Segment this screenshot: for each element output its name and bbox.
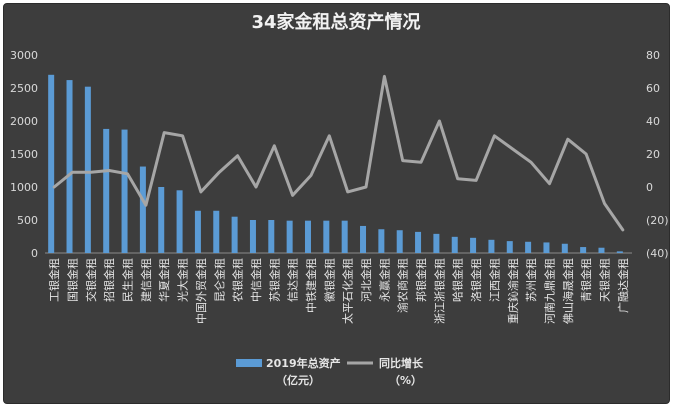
- category-label: 太平石化金租: [341, 258, 355, 324]
- bar: [84, 86, 91, 254]
- category-label: 昆仑金租: [212, 258, 226, 302]
- bar: [213, 210, 220, 253]
- legend-label-growth: 同比增长（%）: [379, 356, 424, 387]
- category-label: 河南九鼎金租: [543, 258, 557, 324]
- bar: [378, 229, 385, 253]
- legend: 2019年总资产（亿元） 同比增长（%）: [236, 356, 424, 387]
- bar: [66, 80, 73, 253]
- category-label: 重庆鈊渝金租: [506, 258, 520, 324]
- y2-tick-label: (20): [646, 214, 669, 227]
- category-label: 国银金租: [66, 258, 80, 302]
- bar: [470, 237, 477, 253]
- category-label: 华夏金租: [157, 258, 171, 302]
- category-label: 邦银金租: [414, 258, 428, 302]
- category-label: 交银金租: [84, 258, 98, 302]
- y-tick-label: 2000: [10, 115, 38, 128]
- category-label: 浙江浙银金租: [432, 258, 446, 324]
- bar: [48, 74, 55, 253]
- bar: [525, 241, 532, 253]
- bar: [433, 233, 440, 253]
- bar: [616, 251, 623, 253]
- category-label: 信达金租: [286, 258, 300, 302]
- category-label: 徽银金租: [322, 258, 336, 302]
- bar: [139, 166, 146, 253]
- category-label: 苏银金租: [267, 258, 281, 302]
- bar: [415, 231, 422, 253]
- category-label: 光大金租: [176, 258, 190, 302]
- y-axis-left: 0 500 1000 1500 2000 2500 3000: [10, 49, 38, 260]
- bar: [286, 220, 293, 253]
- y2-tick-label: 0: [646, 181, 653, 194]
- bar: [561, 243, 568, 253]
- category-label: 中铁建金租: [304, 258, 318, 313]
- bar: [488, 239, 495, 253]
- category-label: 苏州金租: [524, 258, 538, 302]
- bar: [249, 220, 256, 253]
- y2-tick-label: 60: [646, 82, 660, 95]
- bar-series: [48, 74, 623, 254]
- bar: [176, 190, 183, 253]
- category-label: 哈银金租: [451, 258, 465, 302]
- bar: [304, 220, 311, 253]
- bar: [396, 230, 403, 253]
- category-label: 广融达金租: [616, 258, 630, 313]
- bar: [323, 220, 330, 253]
- legend-swatch-bar: [236, 359, 262, 367]
- bar: [158, 187, 165, 253]
- category-label: 农银金租: [231, 258, 245, 302]
- bar: [506, 241, 513, 253]
- bar: [341, 220, 348, 253]
- category-label: 中信金租: [249, 258, 263, 302]
- bar: [543, 242, 550, 253]
- line-series: [52, 74, 625, 232]
- category-label: 青银金租: [579, 258, 593, 302]
- y-tick-label: 2500: [10, 82, 38, 95]
- chart-panel: [3, 3, 670, 404]
- y-tick-label: 0: [31, 247, 38, 260]
- y-tick-label: 3000: [10, 49, 38, 62]
- bar: [121, 129, 128, 253]
- y-tick-label: 1500: [10, 148, 38, 161]
- legend-label-assets: 2019年总资产（亿元）: [266, 356, 341, 387]
- bar: [231, 216, 238, 253]
- category-label: 天银金租: [598, 258, 612, 302]
- category-label: 建信金租: [139, 258, 153, 302]
- bar: [360, 225, 367, 253]
- category-label: 渝农商金租: [396, 258, 410, 313]
- category-label: 河北金租: [359, 258, 373, 302]
- bar: [103, 128, 110, 253]
- category-label: 中国外贸金租: [194, 258, 208, 324]
- bar: [580, 247, 587, 253]
- chart-title: 34家金租总资产情况: [251, 11, 420, 33]
- bar: [598, 247, 605, 253]
- x-axis-categories: 工银金租 国银金租 交银金租 招银金租 民生金租 建信金租 华夏金租 光大金租 中国外贸金租 昆仑…: [47, 258, 630, 324]
- category-label: 民生金租: [121, 258, 135, 302]
- y2-tick-label: 40: [646, 115, 660, 128]
- category-label: 永赢金租: [377, 258, 391, 302]
- bar: [194, 210, 201, 253]
- category-label: 佛山海晟金租: [561, 258, 575, 324]
- y2-tick-label: 80: [646, 49, 660, 62]
- bar: [451, 236, 458, 253]
- bar: [268, 220, 275, 253]
- y-tick-label: 500: [17, 214, 38, 227]
- growth-line: [52, 74, 625, 232]
- y-tick-label: 1000: [10, 181, 38, 194]
- category-label: 招银金租: [102, 258, 116, 302]
- category-label: 洛银金租: [469, 258, 483, 302]
- y2-tick-label: (40): [646, 247, 669, 260]
- category-label: 工银金租: [47, 258, 61, 302]
- y2-tick-label: 20: [646, 148, 660, 161]
- y-axis-right: (40) (20) 0 20 40 60 80: [646, 49, 669, 260]
- category-label: 江西金租: [487, 258, 501, 302]
